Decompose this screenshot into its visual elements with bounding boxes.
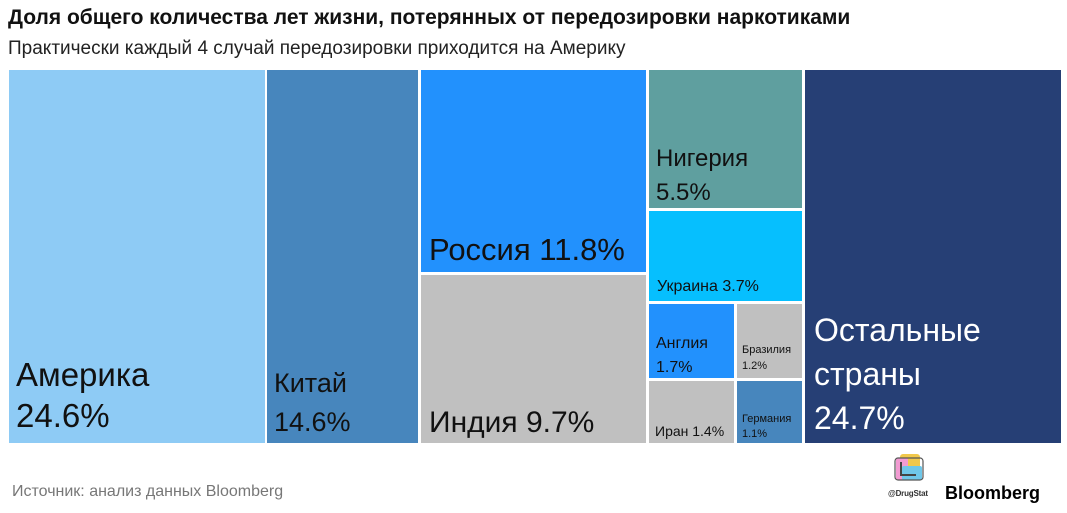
treemap-label: Германия	[742, 413, 791, 425]
treemap-label: 1.2%	[742, 360, 767, 372]
treemap-label: Иран 1.4%	[655, 423, 724, 439]
treemap-cell-иран: Иран 1.4%	[649, 381, 734, 443]
brand-name: Bloomberg	[945, 483, 1041, 503]
treemap-cell-англия: Англия 1.7%	[649, 304, 734, 378]
treemap-rect	[737, 304, 802, 378]
treemap-label: 1.7%	[656, 359, 692, 376]
treemap-label: Остальные	[814, 312, 981, 348]
treemap-label: 24.6%	[16, 397, 110, 434]
treemap-label: 14.6%	[274, 407, 351, 437]
drugstat-logo-icon	[894, 454, 924, 481]
treemap-rect	[421, 70, 646, 272]
treemap-label: страны	[814, 356, 921, 392]
treemap-cell-индия: Индия 9.7%	[421, 275, 646, 443]
treemap-label: Англия	[656, 335, 708, 352]
treemap-rect	[421, 275, 646, 443]
treemap-cell-нигерия: Нигерия 5.5%	[649, 70, 802, 208]
treemap-label: 1.1%	[742, 428, 767, 440]
source-note: Источник: анализ данных Bloomberg	[12, 483, 284, 500]
treemap-rect	[737, 381, 802, 443]
treemap-cell-бразилия: Бразилия 1.2%	[737, 304, 802, 378]
chart-title: Доля общего количества лет жизни, потеря…	[8, 6, 851, 29]
logo-caption: @DrugStat	[888, 489, 928, 498]
treemap-label: Бразилия	[742, 344, 791, 356]
treemap-label: 5.5%	[656, 179, 711, 206]
treemap-label: Индия 9.7%	[429, 406, 594, 439]
treemap-cell-америка: Америка 24.6%	[9, 70, 265, 443]
treemap-rect	[649, 304, 734, 378]
treemap-rect	[649, 211, 802, 301]
treemap-cell-россия: Россия 11.8%	[421, 70, 646, 272]
treemap-rect	[805, 70, 1061, 443]
treemap-label: Россия 11.8%	[429, 232, 625, 267]
treemap-label: Китай	[274, 368, 347, 398]
treemap-label: Нигерия	[656, 145, 748, 172]
treemap-label: Украина 3.7%	[657, 278, 759, 295]
treemap-rect	[649, 381, 734, 443]
chart-subtitle: Практически каждый 4 случай передозировк…	[8, 38, 626, 59]
treemap-cell-украина: Украина 3.7%	[649, 211, 802, 301]
treemap-rect	[267, 70, 418, 443]
treemap-label: 24.7%	[814, 400, 905, 436]
treemap-label: Америка	[16, 356, 150, 393]
treemap-rect	[649, 70, 802, 208]
treemap-cell-остальные-страны: Остальные страны 24.7%	[805, 70, 1061, 443]
treemap-rect	[9, 70, 265, 443]
treemap-cell-китай: Китай 14.6%	[267, 70, 418, 443]
treemap-cell-германия: Германия 1.1%	[737, 381, 802, 443]
